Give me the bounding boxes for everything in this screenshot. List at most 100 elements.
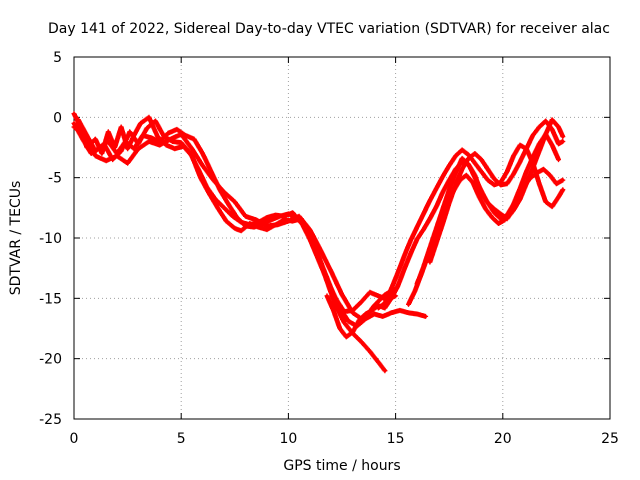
data-point [106, 130, 110, 134]
x-tick-label: 15 [387, 431, 405, 447]
data-point [428, 217, 432, 221]
data-point [338, 326, 342, 331]
data-point [93, 154, 98, 158]
data-point [479, 189, 483, 193]
data-point [561, 139, 565, 144]
data-point [145, 126, 149, 130]
data-point [524, 170, 528, 174]
data-point [72, 121, 76, 125]
data-point [511, 202, 516, 206]
data-point [447, 164, 451, 168]
data-point [561, 135, 565, 139]
data-point [243, 214, 248, 218]
data-point [434, 226, 438, 230]
data-point [156, 135, 160, 139]
data-point [556, 157, 561, 162]
axis-ticks: 0 5 10 15 20 25 -25 -20 -15 -10 -5 0 5 [39, 50, 619, 447]
data-point [389, 287, 393, 291]
data-point [486, 167, 490, 171]
data-point [162, 135, 166, 139]
data-point [222, 190, 226, 194]
data-point [441, 207, 445, 211]
data-point [554, 182, 559, 186]
data-point [454, 183, 458, 187]
data-point [544, 200, 548, 204]
data-point [213, 197, 218, 201]
data-point [376, 360, 381, 364]
data-point [505, 213, 509, 217]
data-point [333, 296, 338, 300]
chart-title: Day 141 of 2022, Sidereal Day-to-day VTE… [48, 21, 610, 37]
y-tick-label: -20 [39, 352, 62, 368]
data-point [147, 115, 151, 119]
data-point [447, 201, 451, 205]
data-point [537, 142, 541, 146]
data-point [80, 137, 85, 141]
data-point [173, 147, 177, 151]
data-point [72, 125, 76, 129]
data-point [492, 183, 496, 187]
data-point [351, 330, 355, 334]
data-point [518, 143, 522, 147]
data-point [492, 211, 496, 215]
data-point [119, 125, 123, 129]
data-point [499, 217, 503, 221]
data-point [239, 220, 243, 224]
data-point [531, 133, 535, 138]
data-point [518, 186, 522, 191]
data-point [376, 294, 381, 298]
data-point [342, 320, 346, 325]
data-point [529, 176, 533, 180]
data-point [340, 293, 344, 297]
data-point [548, 173, 552, 177]
data-point [291, 211, 295, 215]
data-point [518, 160, 522, 164]
data-point [254, 218, 258, 222]
y-tick-label: 5 [53, 50, 62, 66]
y-tick-label: -25 [39, 412, 62, 428]
data-point [471, 180, 475, 185]
data-point [421, 212, 426, 216]
data-point [464, 173, 468, 177]
data-point [233, 200, 237, 204]
data-point [499, 212, 503, 216]
data-point [398, 308, 402, 312]
data-point [415, 312, 419, 316]
data-point [282, 214, 286, 218]
data-point [496, 221, 501, 226]
data-point [211, 178, 215, 182]
data-point [158, 143, 162, 147]
x-tick-label: 5 [177, 431, 186, 447]
data-point [460, 167, 464, 171]
data-point [346, 319, 351, 323]
data-point [308, 227, 312, 232]
data-point [196, 167, 200, 171]
data-point [351, 311, 355, 315]
data-point [499, 183, 503, 187]
data-point [188, 150, 192, 154]
data-point [402, 254, 406, 258]
data-point [484, 207, 488, 211]
data-point [179, 132, 183, 136]
data-point [329, 270, 333, 274]
data-point [505, 182, 509, 186]
data-point [201, 164, 205, 168]
data-point [460, 156, 464, 160]
data-point [325, 294, 329, 298]
data-point [479, 157, 483, 162]
data-point [428, 260, 432, 264]
data-point [276, 223, 280, 227]
y-tick-label: -5 [48, 171, 62, 187]
data-point [102, 142, 106, 146]
data-point [383, 369, 387, 373]
data-point [149, 136, 153, 140]
data-point [308, 237, 312, 241]
series-track-3 [75, 117, 399, 315]
x-axis-label: GPS time / hours [283, 458, 400, 474]
data-point [402, 267, 406, 271]
data-point [359, 300, 363, 304]
y-tick-label: -10 [39, 231, 62, 247]
data-point [273, 213, 278, 217]
data-point [201, 151, 205, 156]
